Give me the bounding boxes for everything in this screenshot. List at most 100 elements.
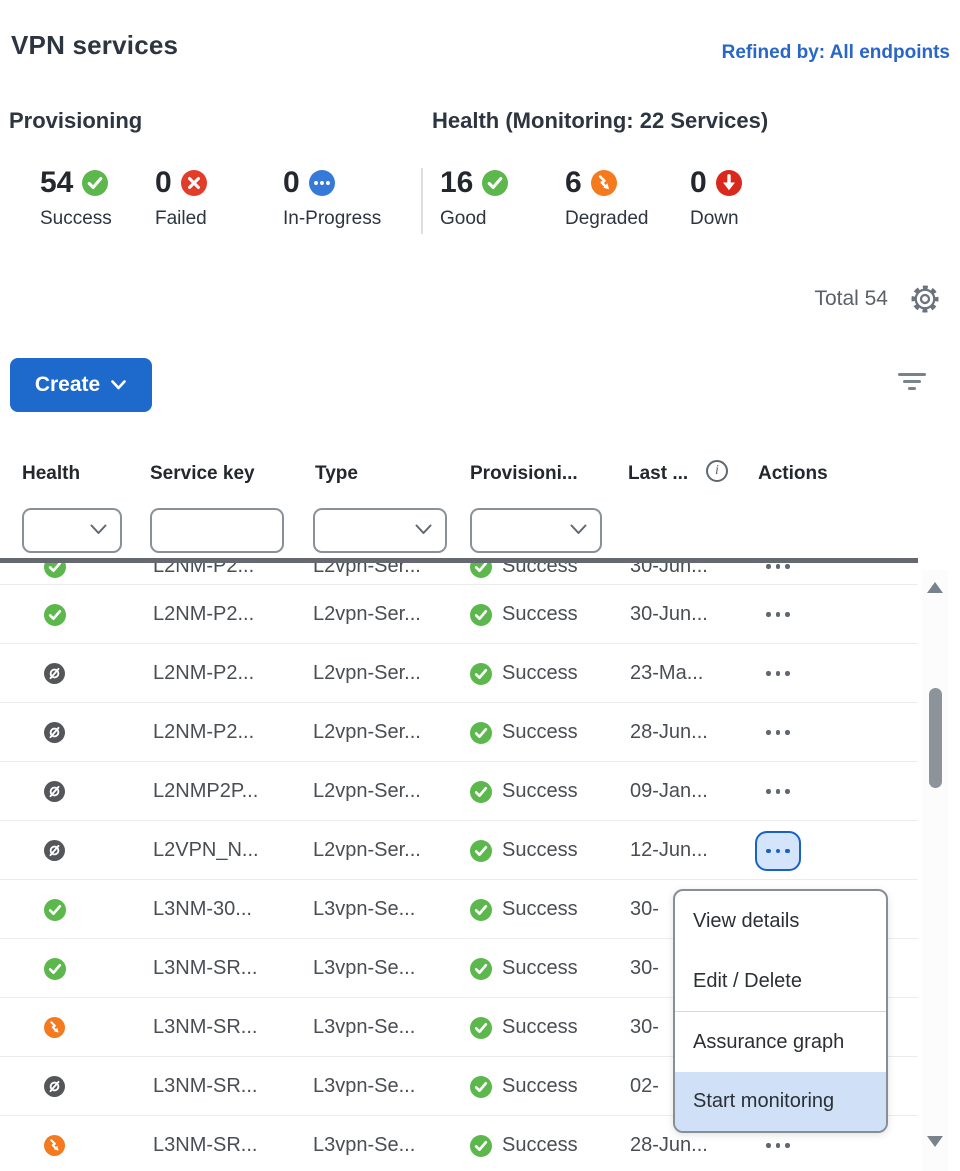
provisioning-status-cell: Success — [470, 998, 578, 1057]
provisioning-status-cell: Success — [470, 821, 578, 880]
success-check-icon — [470, 1016, 492, 1039]
success-check-icon — [470, 1075, 492, 1098]
provisioning-status-cell: Success — [470, 644, 578, 703]
degraded-icon — [44, 1116, 65, 1171]
scrollbar-track[interactable] — [922, 570, 948, 1171]
stat-down-label: Down — [690, 208, 739, 229]
health-section-title: Health (Monitoring: 22 Services) — [432, 108, 769, 133]
service-key-cell: L3NM-30... — [153, 898, 252, 920]
last-updated-cell: 30-Jun... — [630, 603, 708, 625]
column-header-provisioning: Provisioni... — [470, 463, 578, 484]
row-actions-button[interactable] — [755, 831, 801, 871]
scrollbar-thumb[interactable] — [929, 688, 942, 788]
filter-icon[interactable] — [897, 371, 927, 393]
stat-in-progress: 0 In-Progress — [283, 168, 381, 230]
stat-degraded-label: Degraded — [565, 208, 649, 229]
menu-item-start-monitoring[interactable]: Start monitoring — [675, 1072, 886, 1131]
info-icon[interactable]: i — [706, 460, 728, 482]
degraded-icon — [44, 998, 65, 1057]
provisioning-status-label: Success — [502, 1134, 578, 1156]
table-row[interactable]: L2NM-P2... L2vpn-Ser... Success 28-Jun..… — [0, 703, 918, 762]
monitoring-off-icon — [44, 644, 65, 703]
stat-good-value: 16 — [440, 166, 474, 199]
table-row[interactable]: L2VPN_N... L2vpn-Ser... Success 12-Jun..… — [0, 821, 918, 880]
service-key-cell: L3NM-SR... — [153, 1075, 258, 1097]
page-title: VPN services — [11, 30, 179, 60]
provisioning-status-label: Success — [502, 780, 578, 802]
last-updated-cell: 12-Jun... — [630, 839, 708, 861]
service-key-cell: L2VPN_N... — [153, 839, 259, 861]
stat-good: 16 Good — [440, 166, 509, 230]
type-filter-select[interactable] — [313, 508, 447, 553]
row-actions-button[interactable] — [755, 644, 801, 703]
service-type-cell: L2vpn-Ser... — [313, 563, 421, 577]
menu-item-edit-delete[interactable]: Edit / Delete — [693, 969, 802, 992]
service-key-cell: L3NM-SR... — [153, 1134, 258, 1156]
stat-success: 54 Success — [40, 168, 112, 230]
create-button-label: Create — [34, 373, 101, 396]
provisioning-status-cell: Success — [470, 939, 578, 998]
table-row[interactable]: L2NMP2P... L2vpn-Ser... Success 09-Jan..… — [0, 762, 918, 821]
stat-down-value: 0 — [690, 166, 707, 199]
column-header-type: Type — [315, 463, 358, 484]
total-count: Total 54 — [814, 287, 888, 310]
health-filter-select[interactable] — [22, 508, 122, 553]
provisioning-status-cell: Success — [470, 1057, 578, 1116]
provisioning-status-label: Success — [502, 957, 578, 979]
scrollbar-down-arrow[interactable] — [927, 1136, 943, 1147]
provisioning-status-label: Success — [502, 563, 578, 577]
last-updated-cell: 09-Jan... — [630, 780, 708, 802]
row-actions-button[interactable] — [755, 762, 801, 821]
provisioning-status-cell: Success — [470, 703, 578, 762]
refined-by-link[interactable]: Refined by: All endpoints — [721, 42, 950, 63]
last-updated-cell: 28-Jun... — [630, 1134, 708, 1156]
menu-item-assurance-graph[interactable]: Assurance graph — [693, 1030, 845, 1053]
success-check-icon — [470, 957, 492, 980]
good-icon — [44, 939, 66, 998]
table-top-divider — [0, 558, 918, 563]
service-type-cell: L2vpn-Ser... — [313, 721, 421, 743]
menu-separator — [675, 1011, 886, 1012]
provisioning-section-title: Provisioning — [9, 108, 143, 133]
provisioning-status-cell: Success — [470, 1116, 578, 1171]
provisioning-status-cell: Success — [470, 563, 578, 584]
table-row[interactable]: L2NM-P2... L2vpn-Ser... Success 30-Jun..… — [0, 563, 918, 584]
scrollbar-up-arrow[interactable] — [927, 582, 943, 593]
table-row[interactable]: L2NM-P2... L2vpn-Ser... Success 30-Jun..… — [0, 585, 918, 644]
monitoring-off-icon — [44, 762, 65, 821]
row-actions-button[interactable] — [755, 585, 801, 644]
stat-success-value: 54 — [40, 166, 74, 199]
success-check-icon — [470, 780, 492, 803]
service-key-cell: L2NM-P2... — [153, 662, 255, 684]
last-updated-cell: 30- — [630, 1016, 659, 1038]
last-updated-cell: 23-Ma... — [630, 662, 704, 684]
stat-success-label: Success — [40, 208, 112, 229]
service-key-filter-input[interactable] — [150, 508, 284, 553]
create-button[interactable]: Create — [10, 358, 152, 412]
row-actions-button[interactable] — [755, 703, 801, 762]
success-check-icon — [470, 603, 492, 626]
success-check-icon — [82, 170, 109, 196]
provisioning-status-label: Success — [502, 721, 578, 743]
success-check-icon — [470, 721, 492, 744]
provisioning-status-label: Success — [502, 898, 578, 920]
gear-icon[interactable] — [910, 284, 940, 314]
provisioning-status-label: Success — [502, 1016, 578, 1038]
provisioning-filter-select[interactable] — [470, 508, 602, 553]
last-updated-cell: 30- — [630, 898, 659, 920]
provisioning-status-label: Success — [502, 839, 578, 861]
monitoring-off-icon — [44, 703, 65, 762]
row-actions-button[interactable] — [755, 563, 801, 584]
row-actions-button[interactable] — [755, 1116, 801, 1171]
provisioning-status-cell: Success — [470, 585, 578, 644]
table-row[interactable]: L2NM-P2... L2vpn-Ser... Success 23-Ma... — [0, 644, 918, 703]
partially-scrolled-row: L2NM-P2... L2vpn-Ser... Success 30-Jun..… — [0, 563, 918, 585]
chevron-down-icon — [89, 523, 108, 536]
service-key-cell: L2NM-P2... — [153, 721, 255, 743]
service-key-cell: L3NM-SR... — [153, 957, 258, 979]
menu-item-view-details[interactable]: View details — [693, 909, 800, 932]
stat-degraded: 6 Degraded — [565, 168, 648, 230]
service-type-cell: L2vpn-Ser... — [313, 839, 421, 861]
last-updated-cell: 02- — [630, 1075, 659, 1097]
